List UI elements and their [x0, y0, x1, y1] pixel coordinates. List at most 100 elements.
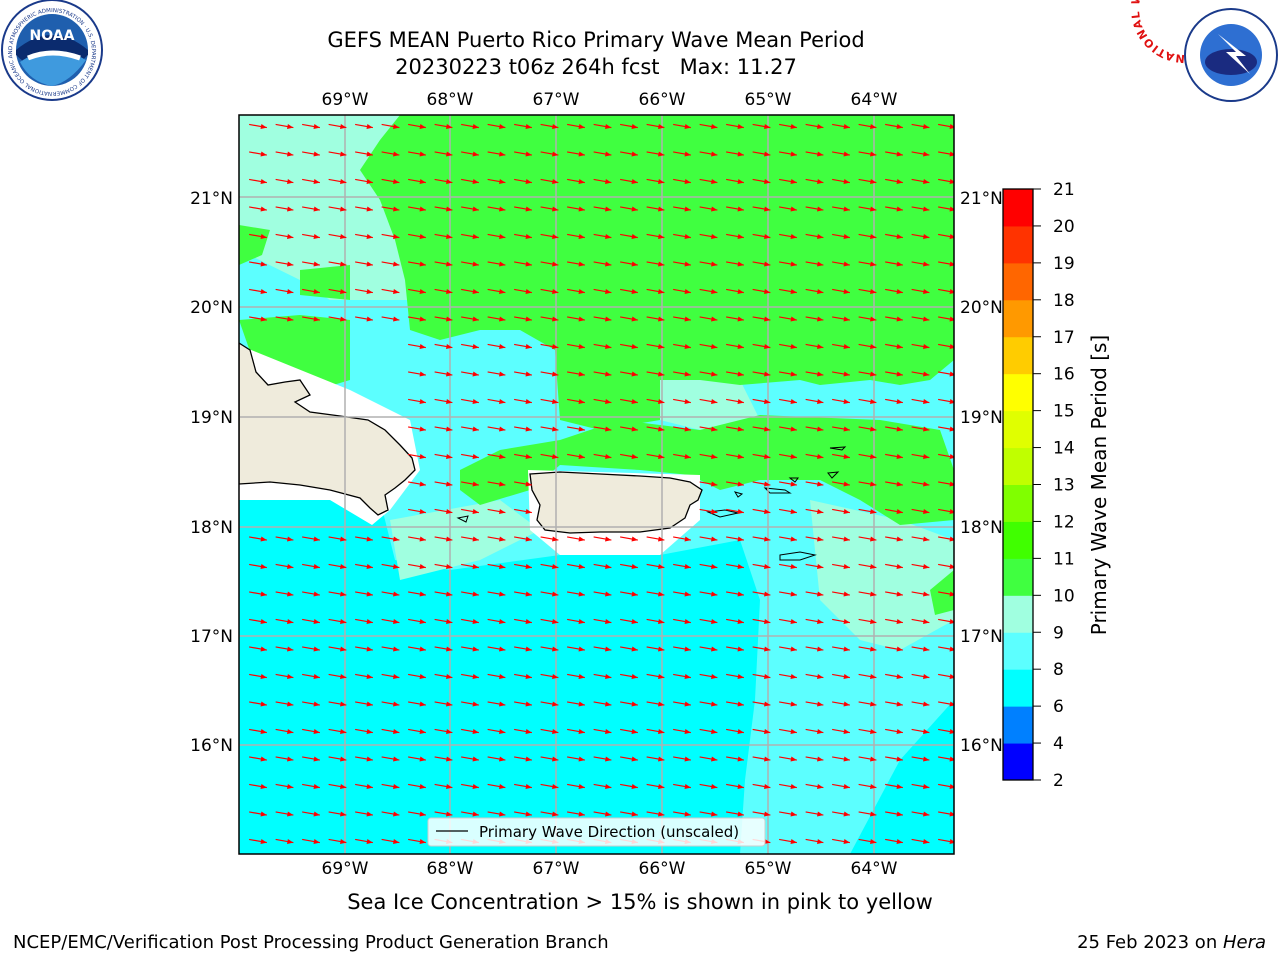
wave-arrow — [514, 536, 532, 542]
wave-arrow — [911, 783, 930, 789]
wave-arrow — [620, 783, 638, 789]
wave-arrow — [461, 481, 479, 487]
colorbar-segment — [1003, 632, 1033, 670]
wave-arrow — [514, 728, 532, 734]
wave-arrow — [487, 178, 506, 184]
wave-arrow — [567, 536, 585, 542]
wave-arrow — [726, 811, 744, 817]
wave-arrow — [540, 178, 559, 184]
wave-arrow — [249, 811, 267, 817]
wave-arrow — [302, 701, 320, 707]
wave-arrow — [408, 316, 426, 322]
wave-arrow — [938, 783, 954, 789]
lon-label-top: 68°W — [427, 90, 474, 110]
wave-arrow — [328, 123, 347, 129]
wave-arrow — [593, 756, 612, 762]
wave-arrow — [779, 151, 797, 157]
wave-arrow — [673, 343, 691, 349]
map-title: GEFS MEAN Puerto Rico Primary Wave Mean … — [327, 28, 865, 52]
lon-label-bottom: 65°W — [745, 859, 792, 879]
wave-arrow — [328, 728, 347, 734]
wave-arrow — [514, 123, 532, 129]
wave-arrow — [752, 728, 771, 734]
wave-arrow — [858, 563, 877, 569]
wave-arrow — [434, 206, 453, 212]
legend-label: Primary Wave Direction (unscaled) — [479, 823, 739, 841]
wave-arrow — [620, 728, 638, 734]
wave-arrow — [938, 123, 954, 129]
wave-arrow — [408, 563, 426, 569]
wave-arrow — [514, 783, 532, 789]
wave-arrow — [593, 426, 612, 432]
wave-arrow — [673, 673, 691, 679]
wave-arrow — [487, 618, 506, 624]
wave-arrow — [461, 563, 479, 569]
wave-arrow — [567, 783, 585, 789]
wave-arrow — [567, 123, 585, 129]
footer-date: 25 Feb 2023 on Hera — [1077, 932, 1266, 953]
wave-arrow — [620, 123, 638, 129]
wave-arrow — [328, 151, 347, 157]
wave-arrow — [911, 563, 930, 569]
wave-arrow — [408, 233, 426, 239]
wave-arrow — [858, 838, 877, 844]
wave-arrow — [805, 701, 824, 707]
wave-arrow — [381, 261, 400, 267]
wave-arrow — [540, 646, 559, 652]
wave-arrow — [752, 316, 771, 322]
wave-arrow — [699, 701, 718, 707]
wave-arrow — [726, 453, 744, 459]
colorbar-tick-label: 12 — [1053, 512, 1075, 532]
wave-arrow — [487, 371, 506, 377]
wave-arrow — [726, 673, 744, 679]
wave-arrow — [726, 756, 744, 762]
wave-arrow — [779, 811, 797, 817]
wave-arrow — [355, 206, 373, 212]
wave-arrow — [620, 811, 638, 817]
wave-arrow — [779, 123, 797, 129]
wave-arrow — [540, 811, 559, 817]
wave-arrow — [355, 123, 373, 129]
wave-arrow — [567, 701, 585, 707]
wave-arrow — [911, 398, 930, 404]
wave-arrow — [911, 343, 930, 349]
wave-arrow — [434, 811, 453, 817]
wave-arrow — [355, 288, 373, 294]
wave-arrow — [938, 371, 954, 377]
wave-arrow — [540, 591, 559, 597]
lat-label-right: 16°N — [960, 736, 1003, 756]
wave-arrow — [487, 591, 506, 597]
wave-arrow — [779, 756, 797, 762]
map-frame — [238, 114, 955, 855]
colorbar-segment — [1003, 189, 1033, 227]
wave-arrow — [355, 838, 373, 844]
wave-arrow — [885, 151, 903, 157]
wave-arrow — [752, 811, 771, 817]
wave-arrow — [249, 728, 267, 734]
lat-label-left: 18°N — [190, 518, 233, 538]
wave-arrow — [673, 178, 691, 184]
wave-arrow — [858, 151, 877, 157]
wave-arrow — [593, 371, 612, 377]
wave-arrow — [726, 728, 744, 734]
wave-arrow — [514, 591, 532, 597]
wave-arrow — [858, 343, 877, 349]
wave-arrow — [514, 151, 532, 157]
wave-arrow — [328, 316, 347, 322]
wave-arrow — [461, 728, 479, 734]
wave-arrow — [858, 591, 877, 597]
wave-arrow — [885, 343, 903, 349]
wave-arrow — [752, 178, 771, 184]
wave-arrow — [752, 261, 771, 267]
wave-arrow — [461, 453, 479, 459]
wave-arrow — [832, 288, 850, 294]
wave-arrow — [832, 481, 850, 487]
wave-arrow — [408, 151, 426, 157]
wave-arrow — [752, 756, 771, 762]
wave-arrow — [911, 233, 930, 239]
wave-arrow — [620, 398, 638, 404]
wave-arrow — [567, 426, 585, 432]
wave-arrow — [514, 316, 532, 322]
wave-arrow — [434, 151, 453, 157]
wave-arrow — [673, 453, 691, 459]
